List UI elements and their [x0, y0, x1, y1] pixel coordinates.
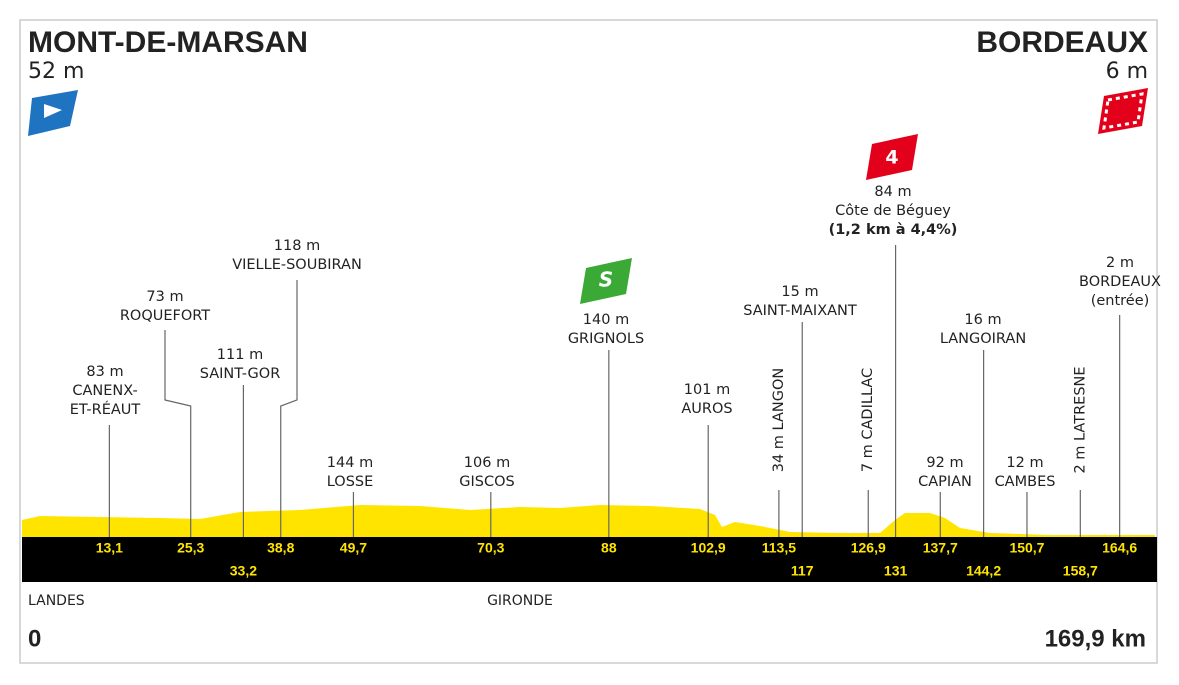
point-name: GRIGNOLS [568, 331, 644, 347]
point-name: LATRESNE [1072, 366, 1088, 441]
elevation-profile [22, 505, 1155, 537]
point-altitude: 101 m [684, 382, 730, 398]
point-name: GISCOS [459, 474, 514, 490]
point-line [280, 280, 298, 537]
point-name: CANENX- [72, 383, 137, 399]
point-name: LANGON [771, 368, 787, 431]
km-label: 25,3 [177, 540, 204, 556]
point-name: CAPIAN [918, 474, 972, 490]
climb-icon [866, 134, 918, 180]
point-altitude: 83 m [86, 364, 123, 380]
point-altitude: 34 m [771, 435, 787, 472]
point-name: ROQUEFORT [120, 308, 210, 324]
point-name: AUROS [681, 401, 732, 417]
sprint-icon [580, 258, 632, 304]
point-detail: (1,2 km à 4,4%) [829, 222, 958, 238]
point-name: SAINT-MAIXANT [743, 303, 857, 319]
distance-total: 169,9 km [1045, 625, 1146, 652]
climb-category: 4 [885, 147, 898, 169]
point-label: 2 m LATRESNE [1072, 366, 1088, 473]
km-label: 131 [884, 563, 908, 579]
finish-altitude: 6 m [1106, 59, 1148, 84]
km-label: 144,2 [966, 563, 1001, 579]
point-altitude: 16 m [964, 312, 1001, 328]
km-label: 70,3 [477, 540, 504, 556]
km-label: 88 [601, 540, 617, 556]
point-altitude: 12 m [1006, 455, 1043, 471]
start-name: MONT-DE-MARSAN [28, 26, 308, 59]
km-label: 164,6 [1102, 540, 1137, 556]
point-altitude: 140 m [583, 312, 629, 328]
point-altitude: 111 m [217, 347, 263, 363]
point-name: CAMBES [995, 474, 1056, 490]
point-name: VIELLE-SOUBIRAN [232, 257, 362, 273]
point-name: LANGOIRAN [940, 331, 1026, 347]
km-label: 33,2 [230, 563, 257, 579]
km-label: 158,7 [1063, 563, 1098, 579]
point-name: BORDEAUX [1079, 274, 1161, 290]
finish-name: BORDEAUX [976, 26, 1148, 59]
region-label: GIRONDE [487, 593, 553, 609]
point-altitude: 7 m [860, 444, 876, 472]
point-name: ET-RÉAUT [70, 401, 141, 418]
point-altitude: 15 m [781, 284, 818, 300]
point-label: 34 m LANGON [771, 368, 787, 472]
point-line [164, 330, 192, 537]
point-name: LOSSE [327, 474, 374, 490]
point-label: 7 m CADILLAC [860, 368, 876, 472]
point-altitude: 2 m [1106, 255, 1134, 271]
distance-start: 0 [28, 625, 41, 652]
km-label: 13,1 [96, 540, 123, 556]
point-altitude: 106 m [464, 455, 510, 471]
km-label: 137,7 [923, 540, 958, 556]
km-label: 113,5 [762, 540, 796, 556]
km-band [22, 537, 1157, 582]
finish-icon [1098, 88, 1148, 134]
km-label: 49,7 [340, 540, 367, 556]
point-altitude: 84 m [874, 184, 911, 200]
point-name: (entrée) [1091, 293, 1150, 309]
km-label: 102,9 [691, 540, 726, 556]
km-label: 150,7 [1009, 540, 1044, 556]
frame [19, 19, 1158, 664]
point-name: CADILLAC [860, 368, 876, 440]
point-altitude: 92 m [926, 455, 963, 471]
point-altitude: 73 m [146, 289, 183, 305]
start-altitude: 52 m [28, 59, 84, 84]
point-name: Côte de Béguey [835, 203, 951, 219]
point-altitude: 2 m [1072, 446, 1088, 474]
region-label: LANDES [28, 593, 85, 609]
start-arrow [44, 104, 62, 118]
sprint-icon-text: S [599, 268, 613, 292]
km-label: 117 [791, 563, 814, 579]
point-altitude: 118 m [274, 238, 320, 254]
km-label: 126,9 [851, 540, 886, 556]
point-altitude: 144 m [327, 455, 373, 471]
point-name: SAINT-GOR [200, 366, 281, 382]
km-label: 38,8 [267, 540, 294, 556]
